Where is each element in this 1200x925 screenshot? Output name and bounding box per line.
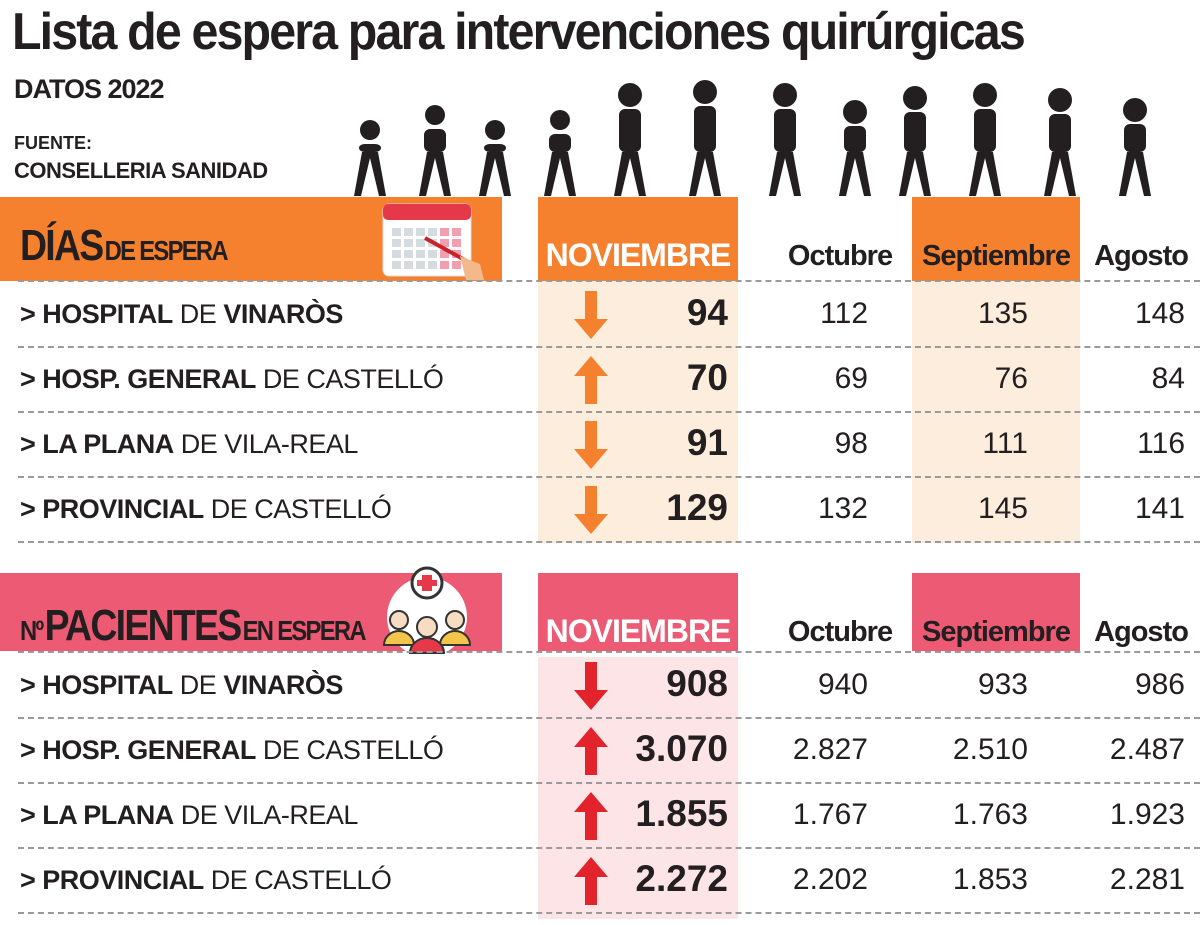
nov-column-bg bbox=[538, 573, 738, 651]
source: CONSELLERIA SANIDAD bbox=[14, 158, 268, 183]
table-row: > HOSP. GENERAL DE CASTELLÓ 3.070 2.827 2.… bbox=[18, 719, 1200, 784]
cell-value: 1.763 bbox=[952, 798, 1028, 831]
cell-value: 908 bbox=[666, 663, 728, 704]
table-row: > HOSPITAL DE VINARÒS 908 940 933 986 bbox=[18, 654, 1200, 719]
cell-value: 132 bbox=[817, 492, 868, 525]
cell-value: 112 bbox=[820, 297, 868, 330]
person-icon bbox=[769, 83, 801, 196]
arrow-up-icon bbox=[574, 356, 608, 404]
cell-value: 148 bbox=[1134, 297, 1185, 330]
column-header: NOVIEMBRE bbox=[545, 613, 732, 649]
sept-column-bg bbox=[912, 197, 1080, 281]
table-row: > PROVINCIAL DE CASTELLÓ 2.272 2.202 1.853… bbox=[18, 849, 1200, 914]
calendar-icon bbox=[382, 203, 484, 280]
subtitle: DATOS 2022 bbox=[14, 74, 165, 104]
arrow-down-icon bbox=[574, 662, 608, 710]
cell-value: 1.923 bbox=[1109, 798, 1185, 831]
arrow-down-icon bbox=[574, 291, 608, 339]
cell-value: 2.510 bbox=[952, 733, 1028, 766]
column-header: Septiembre bbox=[922, 240, 1071, 272]
person-icon bbox=[1044, 88, 1076, 196]
person-icon bbox=[614, 83, 646, 196]
page-title: Lista de espera para intervenciones quir… bbox=[12, 3, 1026, 61]
arrow-up-icon bbox=[574, 727, 608, 775]
hospital-label: > HOSP. GENERAL DE CASTELLÓ bbox=[20, 364, 444, 394]
cell-value: 986 bbox=[1134, 668, 1185, 701]
hospital-label: > LA PLANA DE VILA-REAL bbox=[20, 429, 358, 459]
cell-value: 3.070 bbox=[635, 728, 728, 769]
column-header: Octubre bbox=[787, 616, 893, 648]
arrow-down-icon bbox=[574, 421, 608, 469]
person-icon bbox=[899, 86, 931, 196]
cell-value: 84 bbox=[1151, 362, 1185, 395]
person-icon bbox=[419, 105, 451, 196]
person-icon bbox=[479, 120, 511, 196]
cell-value: 2.272 bbox=[635, 858, 728, 899]
hospital-label: > LA PLANA DE VILA-REAL bbox=[20, 800, 358, 830]
person-icon bbox=[544, 110, 576, 196]
cell-value: 98 bbox=[834, 427, 868, 460]
cell-value: 116 bbox=[1137, 427, 1185, 460]
person-icon bbox=[969, 83, 1001, 196]
cell-value: 2.827 bbox=[792, 733, 868, 766]
table-row: > HOSPITAL DE VINARÒS 94 112 135 148 bbox=[18, 283, 1200, 348]
arrow-up-icon bbox=[574, 857, 608, 905]
person-icon bbox=[839, 100, 871, 196]
nov-column-body bbox=[538, 657, 738, 919]
cell-value: 69 bbox=[834, 362, 868, 395]
cell-value: 111 bbox=[982, 427, 1028, 460]
header-divider bbox=[18, 651, 1200, 653]
header-divider bbox=[18, 280, 1200, 282]
table-row: > LA PLANA DE VILA-REAL 91 98 111 116 bbox=[18, 413, 1200, 478]
column-header: Agosto bbox=[1094, 240, 1189, 272]
cell-value: 933 bbox=[977, 668, 1028, 701]
cell-value: 940 bbox=[817, 668, 868, 701]
hospital-label: > PROVINCIAL DE CASTELLÓ bbox=[20, 865, 392, 895]
cell-value: 1.855 bbox=[635, 793, 728, 834]
cell-value: 2.487 bbox=[1109, 733, 1185, 766]
cell-value: 129 bbox=[666, 487, 728, 528]
people-silhouettes-icon bbox=[354, 80, 1151, 196]
hospital-label: > HOSPITAL DE VINARÒS bbox=[20, 670, 343, 700]
person-icon bbox=[689, 80, 721, 196]
sept-column-bg bbox=[912, 573, 1080, 651]
hospital-label: > HOSPITAL DE VINARÒS bbox=[20, 299, 343, 329]
table-row: > PROVINCIAL DE CASTELLÓ 129 132 145 141 bbox=[18, 478, 1200, 543]
cell-value: 145 bbox=[977, 492, 1028, 525]
person-icon bbox=[1119, 98, 1151, 196]
hospital-label: > HOSP. GENERAL DE CASTELLÓ bbox=[20, 735, 444, 765]
cell-value: 141 bbox=[1134, 492, 1185, 525]
cell-value: 70 bbox=[686, 357, 728, 398]
cell-value: 2.281 bbox=[1109, 863, 1185, 896]
column-header: Octubre bbox=[787, 240, 893, 272]
source-label: FUENTE: bbox=[14, 133, 92, 153]
nov-column-bg bbox=[538, 197, 738, 281]
arrow-up-icon bbox=[574, 792, 608, 840]
table-row: > HOSP. GENERAL DE CASTELLÓ 70 69 76 84 bbox=[18, 348, 1200, 413]
section-title: Nº PACIENTES EN ESPERA bbox=[20, 601, 367, 650]
column-header: Agosto bbox=[1094, 616, 1189, 648]
arrow-down-icon bbox=[574, 486, 608, 534]
cell-value: 1.767 bbox=[792, 798, 868, 831]
section-title: DÍAS DE ESPERA bbox=[20, 221, 229, 270]
patients-icon bbox=[382, 566, 472, 655]
cell-value: 2.202 bbox=[792, 863, 868, 896]
cell-value: 1.853 bbox=[952, 863, 1028, 896]
hospital-label: > PROVINCIAL DE CASTELLÓ bbox=[20, 494, 392, 524]
cell-value: 135 bbox=[977, 297, 1028, 330]
column-header: Septiembre bbox=[922, 616, 1071, 648]
cell-value: 76 bbox=[994, 362, 1028, 395]
cell-value: 91 bbox=[686, 422, 728, 463]
table-row: > LA PLANA DE VILA-REAL 1.855 1.767 1.763 1… bbox=[18, 784, 1200, 849]
person-icon bbox=[354, 120, 386, 196]
column-header: NOVIEMBRE bbox=[545, 237, 732, 273]
cell-value: 94 bbox=[686, 292, 728, 333]
